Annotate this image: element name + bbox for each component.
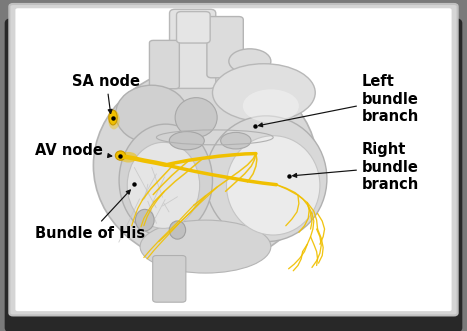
Ellipse shape [127, 142, 200, 228]
Ellipse shape [175, 98, 217, 137]
FancyBboxPatch shape [153, 256, 186, 302]
Ellipse shape [212, 64, 315, 122]
Ellipse shape [226, 136, 320, 235]
Text: Bundle of His: Bundle of His [35, 190, 145, 241]
FancyBboxPatch shape [177, 12, 210, 43]
Ellipse shape [93, 66, 318, 265]
Text: AV node: AV node [35, 143, 112, 158]
FancyBboxPatch shape [170, 9, 216, 88]
Ellipse shape [116, 85, 188, 143]
FancyBboxPatch shape [207, 17, 243, 78]
Ellipse shape [115, 151, 126, 160]
Ellipse shape [170, 131, 205, 150]
Ellipse shape [243, 89, 299, 122]
Ellipse shape [108, 110, 120, 129]
Ellipse shape [221, 132, 251, 149]
Text: Right
bundle
branch: Right bundle branch [293, 142, 419, 192]
Ellipse shape [229, 49, 271, 74]
FancyBboxPatch shape [9, 4, 458, 315]
Ellipse shape [169, 221, 186, 239]
FancyBboxPatch shape [149, 40, 179, 89]
Ellipse shape [135, 209, 154, 231]
Ellipse shape [140, 220, 271, 273]
FancyBboxPatch shape [15, 8, 452, 311]
Ellipse shape [109, 110, 117, 125]
Text: SA node: SA node [72, 73, 141, 114]
FancyBboxPatch shape [5, 18, 462, 331]
Text: Left
bundle
branch: Left bundle branch [259, 74, 419, 127]
Ellipse shape [120, 152, 137, 163]
Ellipse shape [119, 124, 212, 237]
Ellipse shape [205, 116, 327, 242]
